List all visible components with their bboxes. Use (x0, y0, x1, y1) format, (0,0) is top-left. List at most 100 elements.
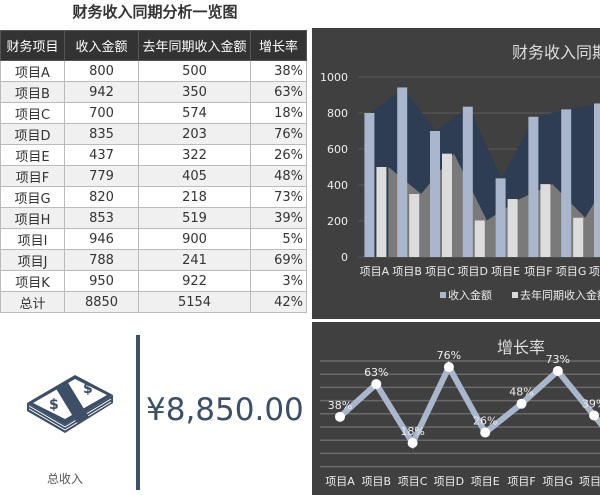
last-year-bar (540, 184, 551, 257)
data-label: 73% (546, 353, 570, 366)
svg-text:$: $ (83, 381, 93, 397)
table-cell: 18% (250, 102, 307, 124)
table-cell: 800 (64, 60, 139, 82)
income-bar (528, 116, 539, 257)
table-cell: 835 (64, 123, 139, 145)
table-cell: 项目E (0, 144, 65, 166)
table-row: 项目A 800 500 38% (0, 60, 307, 82)
table-cell: 5% (250, 228, 307, 250)
x-tick-label: 项目C (398, 475, 428, 488)
income-bar (495, 178, 506, 257)
x-tick-label: 项目F (507, 475, 535, 488)
table-cell: 820 (64, 186, 139, 208)
data-label: 38% (328, 399, 352, 412)
total-row: 总计 8850 5154 42% (0, 291, 307, 313)
data-point (552, 365, 563, 376)
total-income-label: 总收入 (46, 472, 83, 486)
last-year-bar (507, 199, 518, 257)
table-cell: 38% (250, 60, 307, 82)
table-row: 项目F 779 405 48% (0, 165, 307, 187)
table-cell: 900 (138, 228, 251, 250)
table-cell: 218 (138, 186, 251, 208)
column-header: 增长率 (250, 30, 307, 61)
svg-text:$: $ (49, 397, 59, 413)
line-chart-panel: 增长率 38% 项目A 63% 项目B 18% 项目C 76% 项目D 26% 项目E 48% 项目F 7… (312, 322, 600, 495)
data-label: 26% (473, 415, 497, 428)
table-cell: 48% (250, 165, 307, 187)
money-stack-icon: $ $ (25, 365, 115, 439)
data-label: 18% (400, 425, 424, 438)
table-cell: 项目C (0, 102, 65, 124)
y-tick-label: 200 (327, 215, 348, 228)
table-cell: 5154 (138, 291, 251, 313)
x-tick-label: 项目A (360, 265, 390, 278)
last-year-bar (474, 220, 485, 257)
data-point (443, 362, 454, 373)
table-cell: 26% (250, 144, 307, 166)
table-row: 项目H 853 519 39% (0, 207, 307, 229)
data-point (335, 411, 345, 422)
data-label: 48% (509, 386, 533, 399)
table-cell: 项目J (0, 249, 65, 271)
table-cell: 322 (138, 144, 251, 166)
y-tick-label: 0 (341, 251, 348, 264)
table-cell: 项目F (0, 165, 65, 187)
table-cell: 500 (138, 60, 251, 82)
table-cell: 950 (64, 270, 139, 292)
table-cell: 853 (64, 207, 139, 229)
data-point (589, 410, 600, 421)
table-cell: 69% (250, 249, 307, 271)
table-row: 项目D 835 203 76% (0, 123, 307, 145)
x-tick-label: 项目D (458, 265, 488, 278)
data-label: 63% (364, 366, 388, 379)
table-cell: 788 (64, 249, 139, 271)
x-tick-label: 项目G (556, 265, 587, 278)
column-header: 财务项目 (0, 30, 65, 61)
page-title: 财务收入同期分析一览图 (72, 3, 238, 21)
divider (136, 335, 140, 490)
data-label: 76% (437, 349, 461, 362)
table-row: 项目E 437 322 26% (0, 144, 307, 166)
x-tick-label: 项目H (579, 475, 600, 488)
data-point (480, 427, 491, 438)
table-cell: 519 (138, 207, 251, 229)
income-bar (462, 106, 473, 257)
table-cell: 总计 (0, 291, 65, 313)
table-cell: 42% (250, 291, 307, 313)
table-row: 项目B 942 350 63% (0, 81, 307, 103)
total-income-value: ¥8,850.00 (146, 392, 304, 428)
table-cell: 63% (250, 81, 307, 103)
table-row: 项目C 700 574 18% (0, 102, 307, 124)
column-header: 去年同期收入金额 (138, 30, 251, 61)
table-cell: 项目K (0, 270, 65, 292)
table-cell: 项目G (0, 186, 65, 208)
last-year-bar (376, 167, 387, 257)
table-cell: 241 (138, 249, 251, 271)
x-tick-label: 项目A (325, 475, 355, 488)
table-cell: 8850 (64, 291, 139, 313)
table-cell: 73% (250, 186, 307, 208)
table-cell: 405 (138, 165, 251, 187)
x-tick-label: 项目C (425, 265, 455, 278)
y-tick-label: 400 (327, 179, 348, 192)
bar-chart-panel: 财务收入同期分析一览图 0 200 400 600 800 1000 项目A项目B项目C项目D… (312, 28, 600, 319)
table-cell: 700 (64, 102, 139, 124)
data-label: 39% (582, 398, 600, 411)
table-row: 项目I 946 900 5% (0, 228, 307, 250)
income-bar (397, 87, 408, 257)
income-bar (364, 113, 375, 257)
x-tick-label: 项目E (491, 265, 520, 278)
x-tick-label: 项目D (434, 475, 464, 488)
table-row: 项目G 820 218 73% (0, 186, 307, 208)
data-point (407, 438, 418, 449)
income-bar (594, 103, 600, 258)
legend-swatch-income (440, 292, 446, 298)
table-cell: 项目A (0, 60, 65, 82)
table-cell: 项目D (0, 123, 65, 145)
chart-title: 增长率 (497, 338, 545, 357)
x-tick-label: 项目E (471, 475, 500, 488)
table-cell: 76% (250, 123, 307, 145)
last-year-bar (409, 194, 420, 257)
table-cell: 779 (64, 165, 139, 187)
last-year-bar (573, 217, 584, 257)
